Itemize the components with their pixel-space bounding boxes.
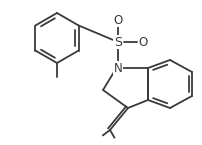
Text: N: N — [114, 61, 122, 75]
Text: O: O — [138, 36, 148, 48]
Text: S: S — [114, 36, 122, 48]
Text: O: O — [113, 13, 123, 27]
